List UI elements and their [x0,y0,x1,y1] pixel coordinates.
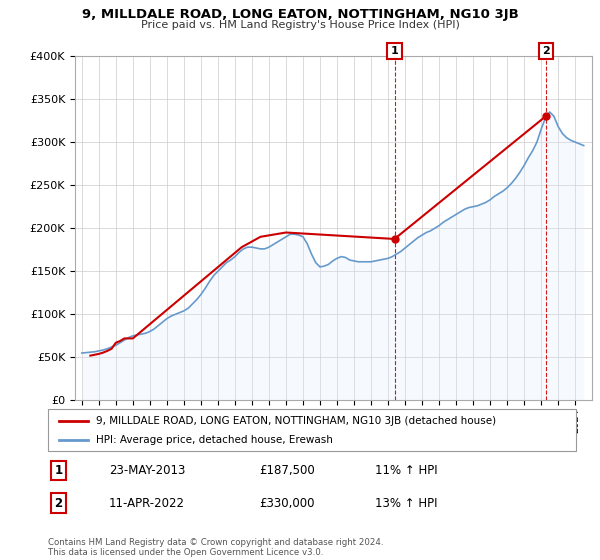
Text: Contains HM Land Registry data © Crown copyright and database right 2024.
This d: Contains HM Land Registry data © Crown c… [48,538,383,557]
Text: 2: 2 [55,497,62,510]
Text: £187,500: £187,500 [259,464,315,477]
Text: 1: 1 [55,464,62,477]
Text: 13% ↑ HPI: 13% ↑ HPI [376,497,438,510]
FancyBboxPatch shape [48,409,576,451]
Text: 11% ↑ HPI: 11% ↑ HPI [376,464,438,477]
Text: 23-MAY-2013: 23-MAY-2013 [109,464,185,477]
Text: £330,000: £330,000 [259,497,315,510]
Text: 9, MILLDALE ROAD, LONG EATON, NOTTINGHAM, NG10 3JB (detached house): 9, MILLDALE ROAD, LONG EATON, NOTTINGHAM… [95,416,496,426]
Text: 9, MILLDALE ROAD, LONG EATON, NOTTINGHAM, NG10 3JB: 9, MILLDALE ROAD, LONG EATON, NOTTINGHAM… [82,8,518,21]
Text: 1: 1 [391,46,398,56]
Text: 2: 2 [542,46,550,56]
Text: Price paid vs. HM Land Registry's House Price Index (HPI): Price paid vs. HM Land Registry's House … [140,20,460,30]
Text: HPI: Average price, detached house, Erewash: HPI: Average price, detached house, Erew… [95,435,332,445]
Text: 11-APR-2022: 11-APR-2022 [109,497,185,510]
